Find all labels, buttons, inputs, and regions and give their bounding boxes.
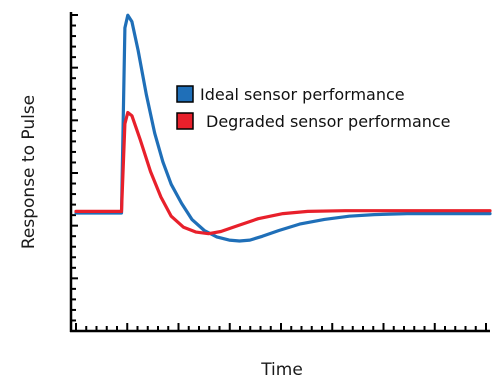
legend-label-ideal: Ideal sensor performance (200, 85, 405, 104)
x-axis-title: Time (260, 360, 303, 380)
series-layer (74, 13, 492, 243)
legend-swatch-ideal (176, 85, 194, 103)
series-line-degraded (74, 110, 492, 236)
legend-label-degraded: Degraded sensor performance (206, 112, 451, 131)
y-axis-title: Response to Pulse (19, 95, 39, 249)
legend: Ideal sensor performance Degraded sensor… (176, 85, 451, 131)
legend-swatch-degraded (176, 112, 194, 130)
